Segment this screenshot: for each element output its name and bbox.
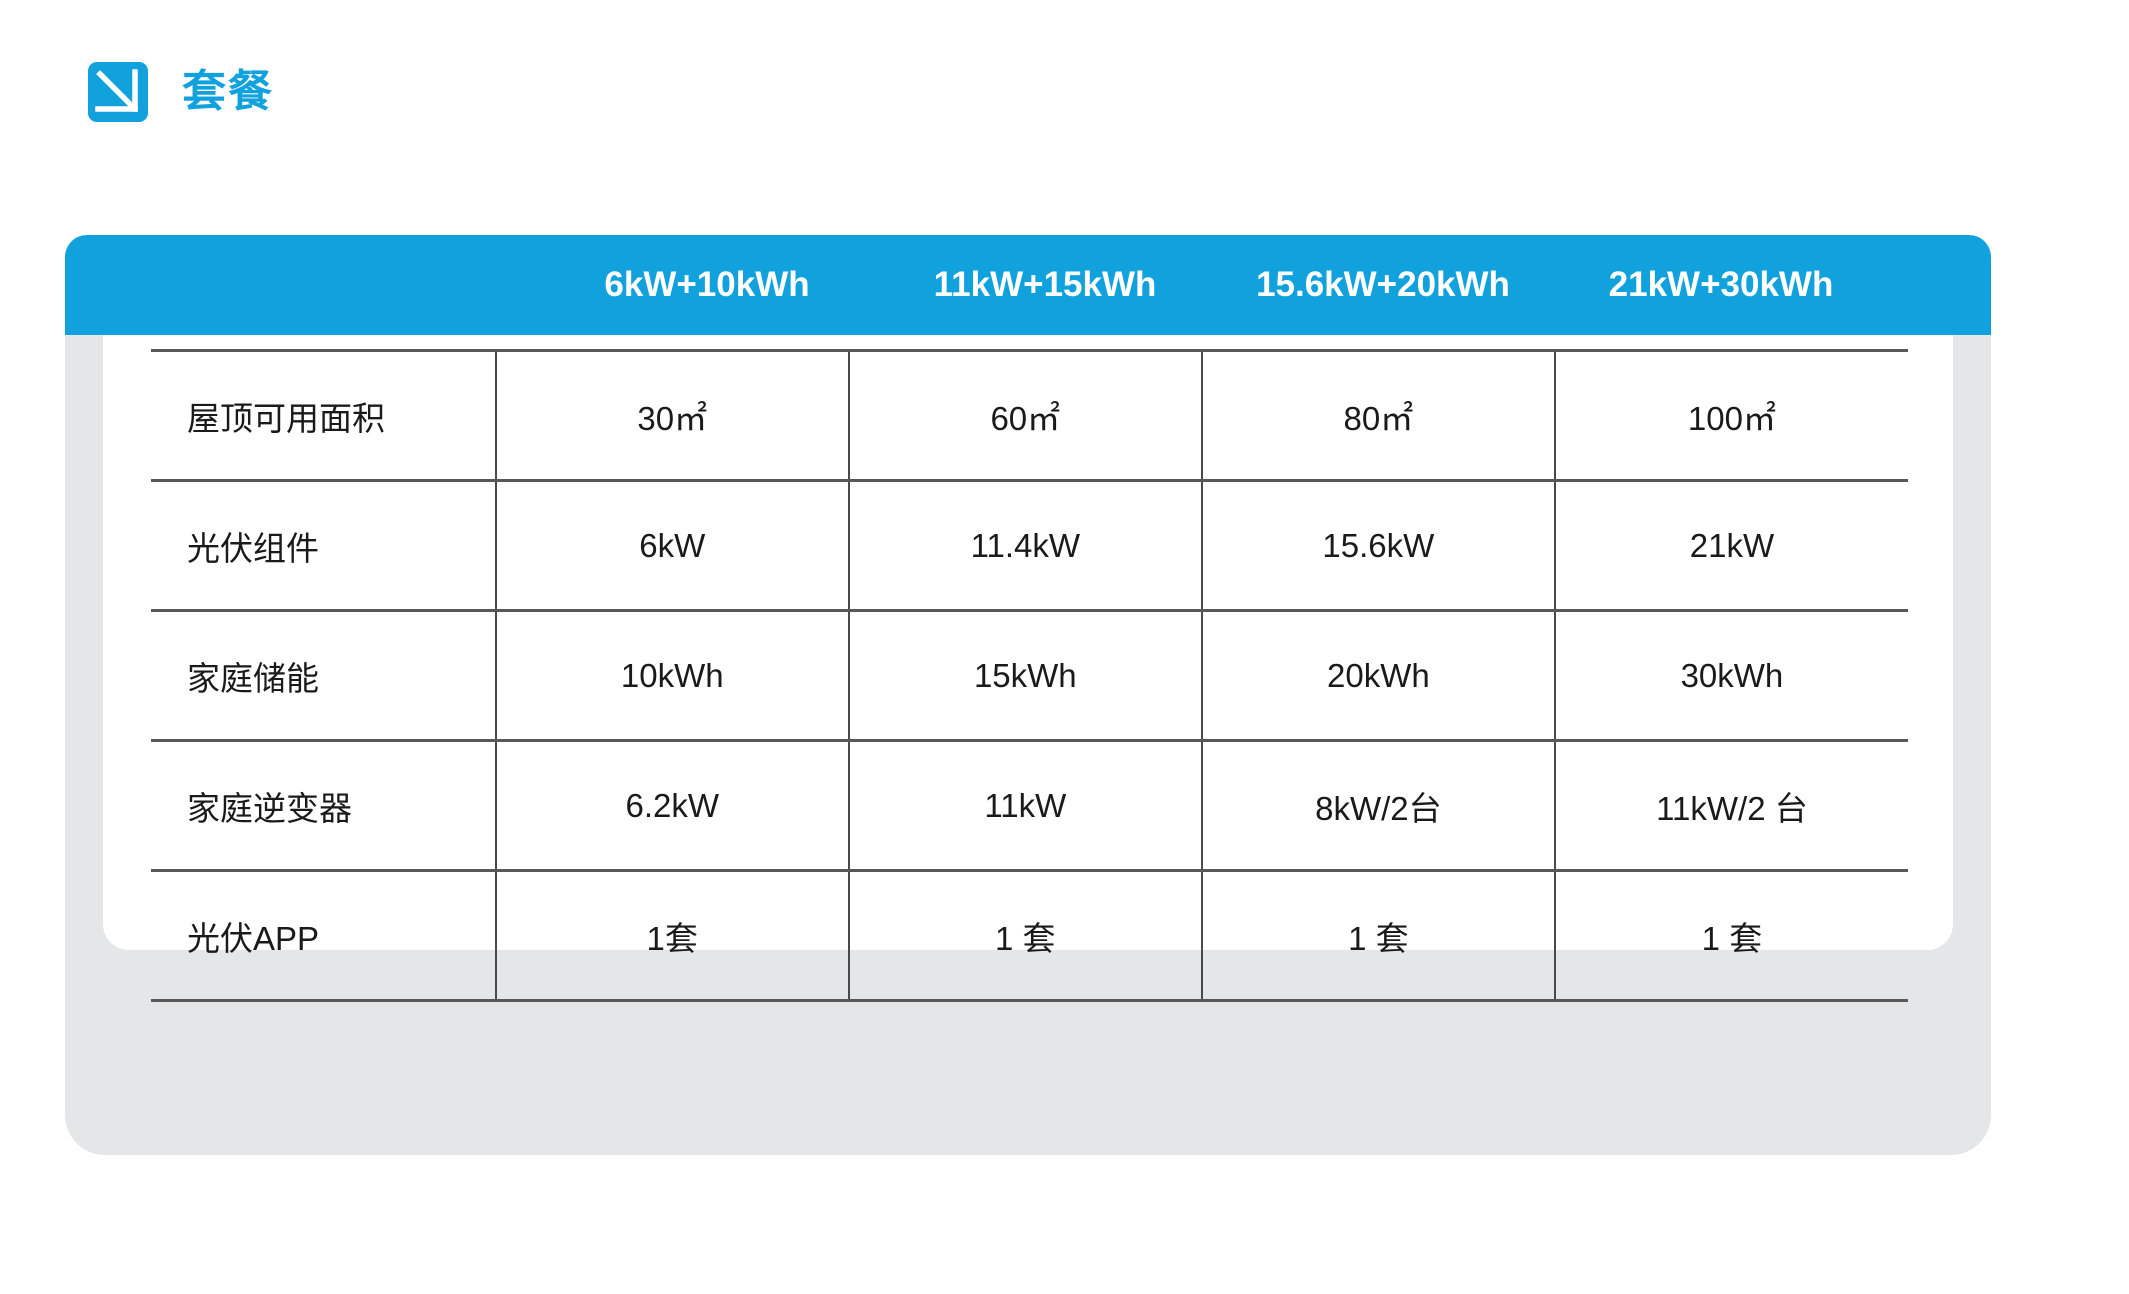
cell-home-storage-3: 20kWh: [1201, 609, 1556, 741]
cell-home-storage-4: 30kWh: [1554, 609, 1908, 741]
column-header-4: 21kW+30kWh: [1608, 265, 1834, 304]
cell-home-inverter-2: 11kW: [848, 739, 1203, 871]
cell-pv-module-3: 15.6kW: [1201, 479, 1556, 611]
table-row: 屋顶可用面积 30㎡ 60㎡ 80㎡ 100㎡: [151, 349, 1908, 481]
cell-home-inverter-1: 6.2kW: [495, 739, 850, 871]
column-header-3: 15.6kW+20kWh: [1256, 265, 1510, 304]
cell-roof-area-2: 60㎡: [848, 349, 1203, 481]
cell-home-inverter-4: 11kW/2 台: [1554, 739, 1908, 871]
cell-home-inverter-3: 8kW/2台: [1201, 739, 1556, 871]
cell-pv-module-2: 11.4kW: [848, 479, 1203, 611]
spec-table: 屋顶可用面积 30㎡ 60㎡ 80㎡ 100㎡ 光伏组件 6kW 11.4kW …: [151, 349, 1908, 1002]
cell-pv-app-4: 1 套: [1554, 869, 1908, 1002]
table-row: 光伏组件 6kW 11.4kW 15.6kW 21kW: [151, 479, 1908, 611]
row-label-pv-module: 光伏组件: [151, 479, 497, 611]
cell-pv-module-1: 6kW: [495, 479, 850, 611]
diagonal-arrow-square-icon: [88, 62, 148, 122]
row-label-home-storage: 家庭储能: [151, 609, 497, 741]
cell-home-storage-2: 15kWh: [848, 609, 1203, 741]
row-label-roof-area: 屋顶可用面积: [151, 349, 497, 481]
cell-pv-app-2: 1 套: [848, 869, 1203, 1002]
table-row: 家庭逆变器 6.2kW 11kW 8kW/2台 11kW/2 台: [151, 739, 1908, 871]
cell-home-storage-1: 10kWh: [495, 609, 850, 741]
cell-pv-module-4: 21kW: [1554, 479, 1908, 611]
package-comparison-card: 6kW+10kWh 11kW+15kWh 15.6kW+20kWh 21kW+3…: [65, 235, 1991, 1155]
cell-roof-area-1: 30㎡: [495, 349, 850, 481]
column-header-1: 6kW+10kWh: [604, 265, 810, 304]
cell-roof-area-3: 80㎡: [1201, 349, 1556, 481]
cell-pv-app-3: 1 套: [1201, 869, 1556, 1002]
table-panel: 屋顶可用面积 30㎡ 60㎡ 80㎡ 100㎡ 光伏组件 6kW 11.4kW …: [103, 283, 1953, 1002]
table-header-row: 6kW+10kWh 11kW+15kWh 15.6kW+20kWh 21kW+3…: [65, 235, 1991, 335]
section-heading: 套餐: [88, 62, 274, 122]
column-header-2: 11kW+15kWh: [933, 265, 1157, 304]
cell-roof-area-4: 100㎡: [1554, 349, 1908, 481]
page-title: 套餐: [182, 67, 274, 116]
cell-pv-app-1: 1套: [495, 869, 850, 1002]
table-row: 光伏APP 1套 1 套 1 套 1 套: [151, 869, 1908, 1002]
row-label-home-inverter: 家庭逆变器: [151, 739, 497, 871]
table-row: 家庭储能 10kWh 15kWh 20kWh 30kWh: [151, 609, 1908, 741]
row-label-pv-app: 光伏APP: [151, 869, 497, 1002]
